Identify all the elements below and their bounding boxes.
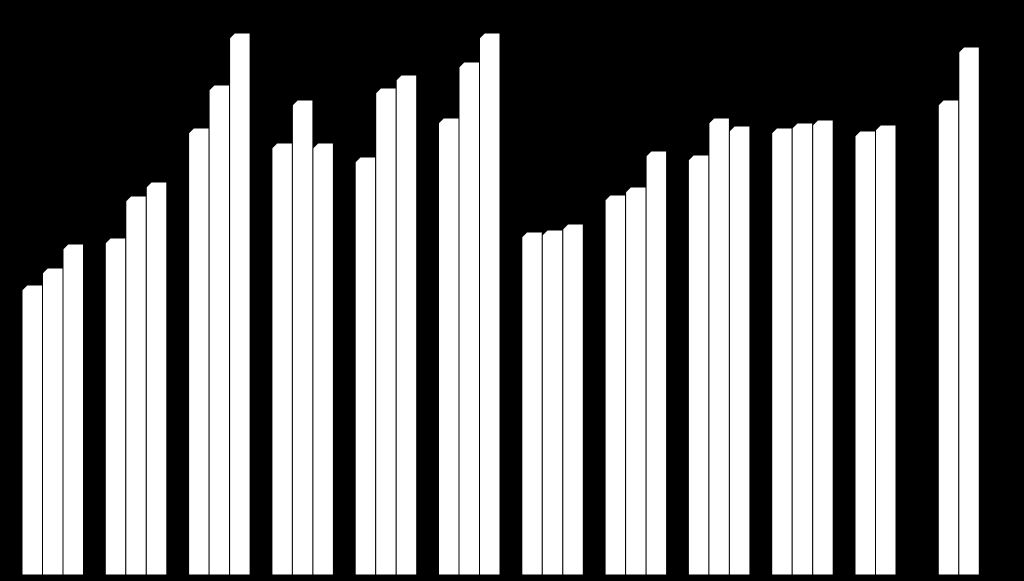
bar [438, 117, 460, 576]
bar [125, 195, 147, 576]
bar [854, 130, 876, 576]
bar [208, 84, 231, 576]
bar [728, 125, 751, 576]
bar [541, 229, 564, 576]
bar [875, 124, 897, 576]
bar [521, 231, 543, 576]
bar [229, 32, 251, 576]
bar [625, 186, 647, 576]
bar [395, 74, 418, 576]
bar [604, 194, 627, 576]
bar [104, 237, 127, 576]
bar [812, 119, 834, 576]
bar [291, 99, 314, 576]
bar [562, 223, 584, 576]
bar [42, 267, 64, 576]
bar [312, 142, 334, 576]
bar [62, 243, 84, 576]
bar [188, 127, 210, 576]
bar [958, 46, 980, 576]
bar [687, 154, 710, 576]
bar [271, 142, 293, 576]
bar [145, 181, 168, 576]
bar [479, 32, 501, 576]
bar [937, 99, 960, 576]
bar [375, 87, 397, 576]
bar [791, 122, 814, 576]
bar [771, 127, 793, 576]
bar [458, 61, 480, 576]
bar [354, 156, 377, 576]
bar [708, 117, 730, 576]
bar [21, 284, 43, 576]
bar [645, 150, 668, 576]
